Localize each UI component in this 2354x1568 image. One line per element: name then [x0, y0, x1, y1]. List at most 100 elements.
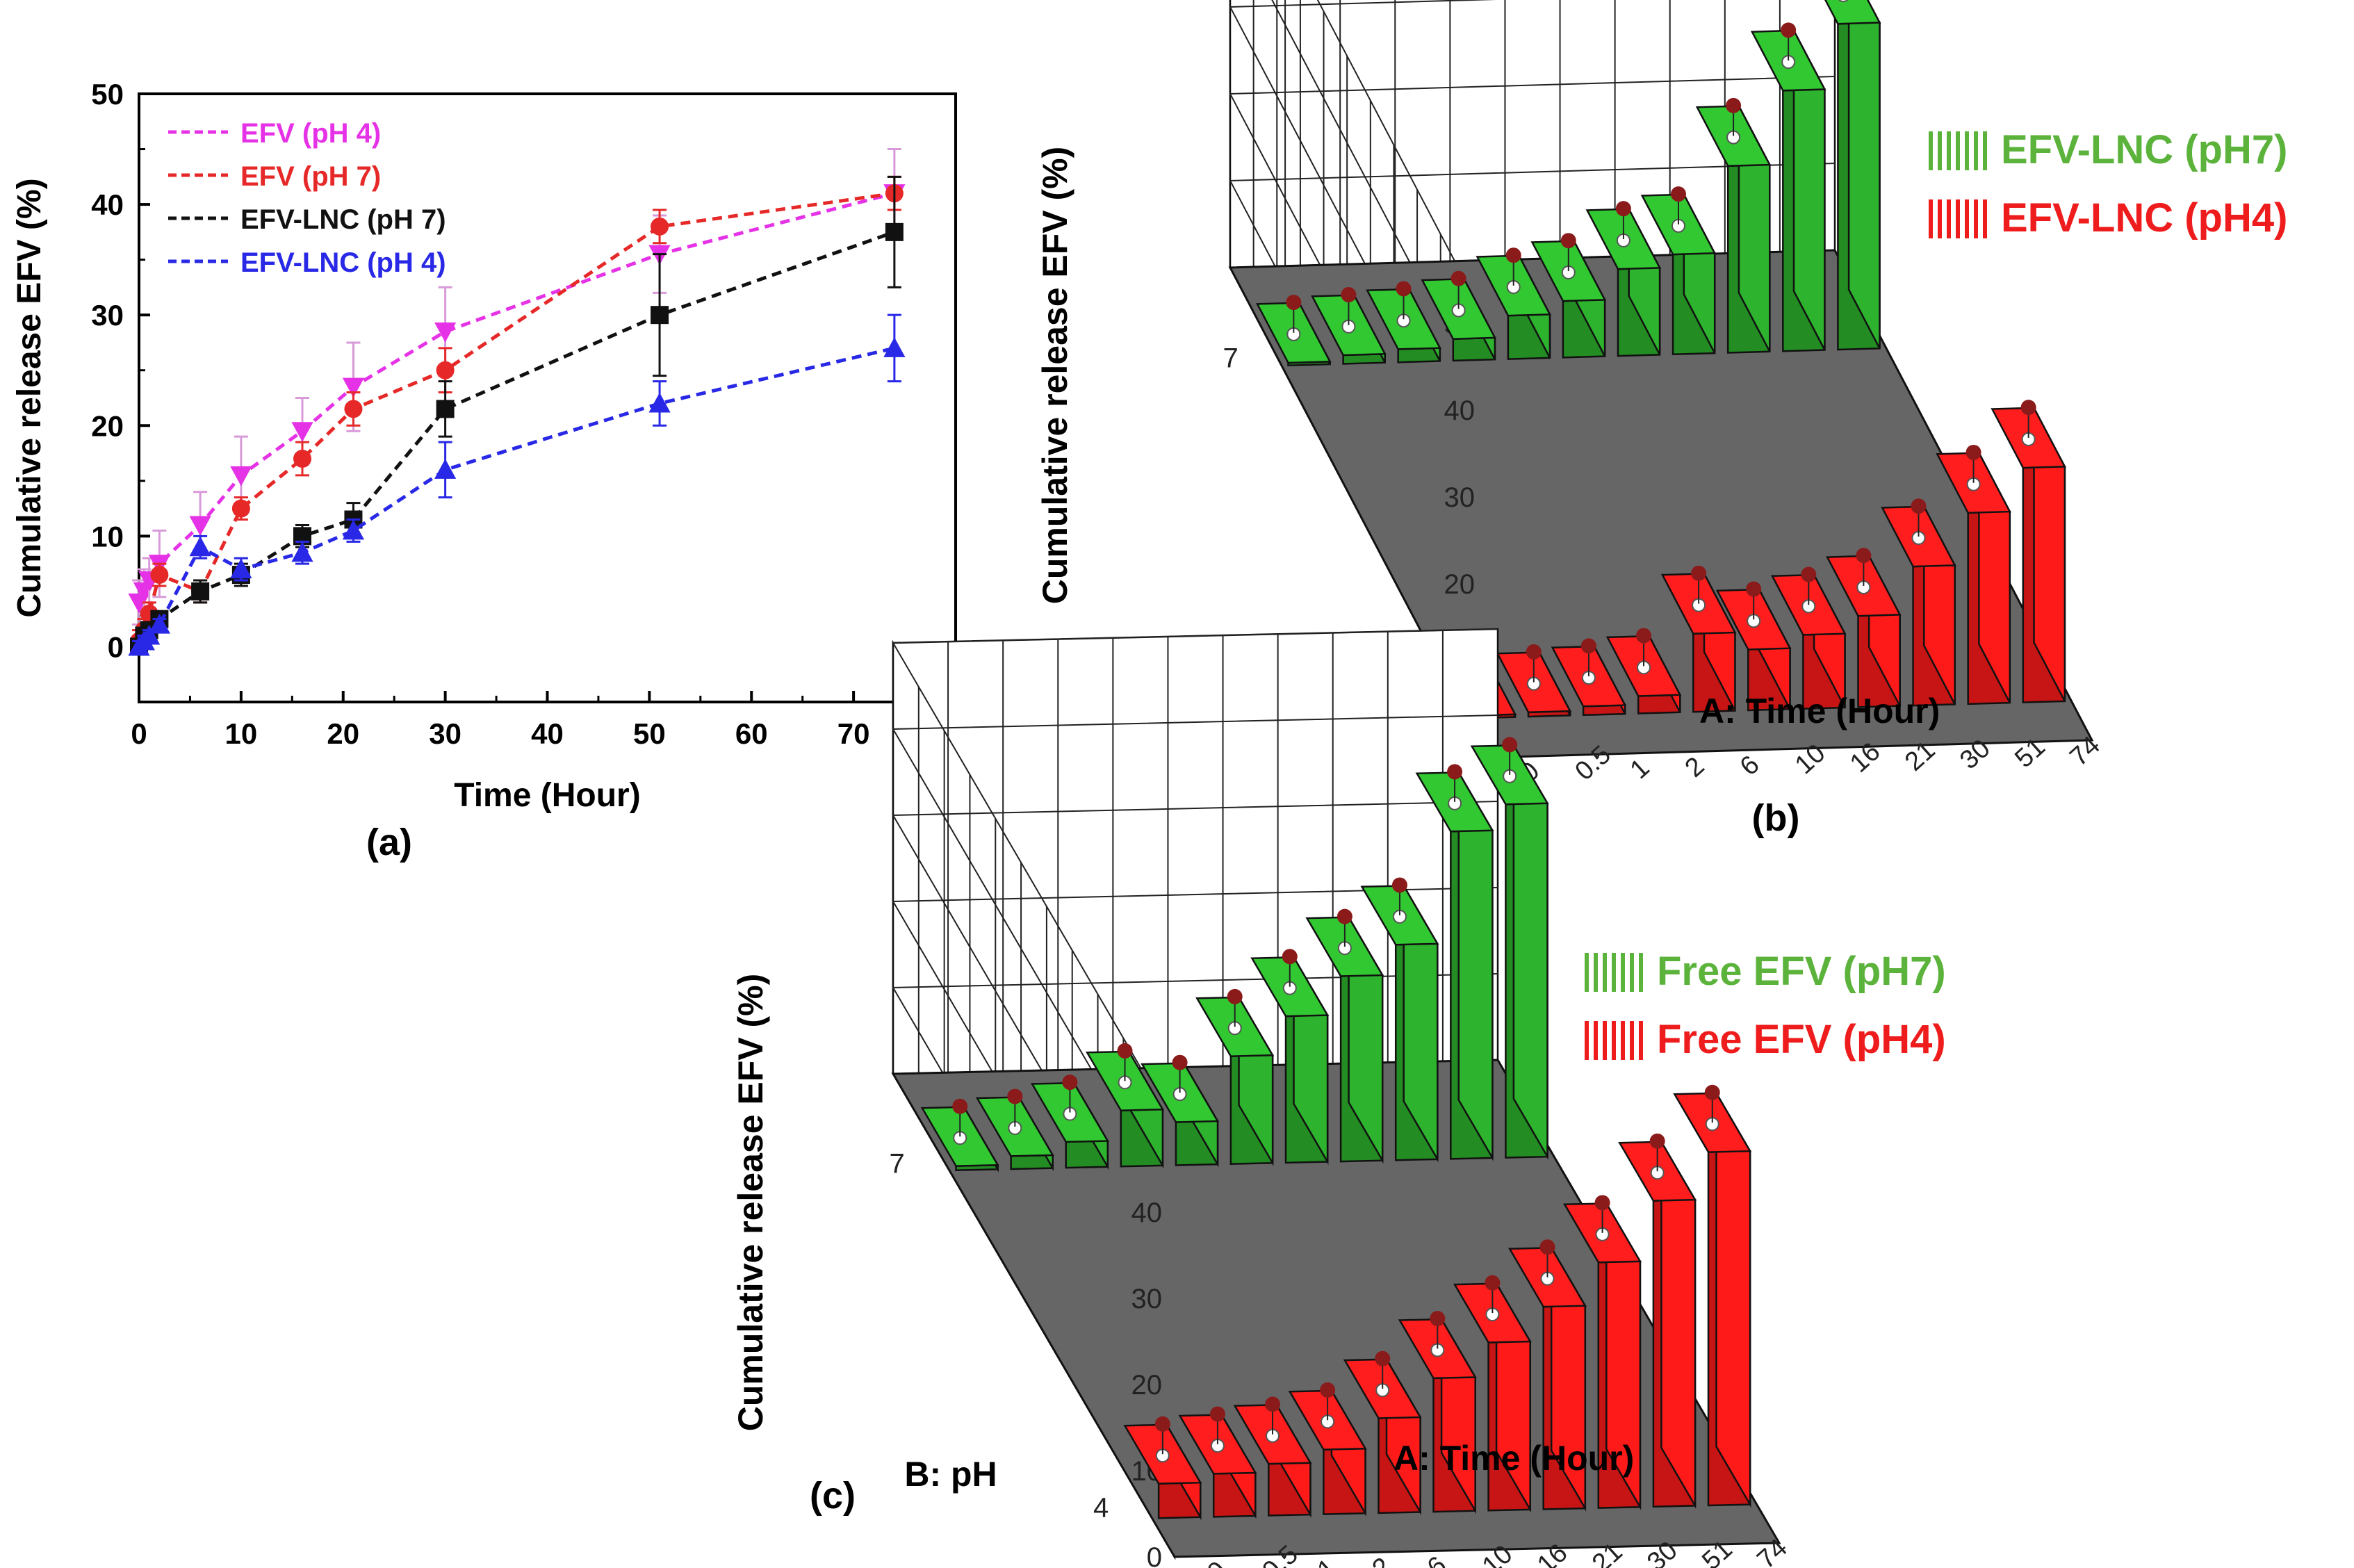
predicted-point	[1526, 644, 1542, 660]
bar	[1305, 908, 1384, 1164]
predicted-point	[1375, 1350, 1391, 1366]
predicted-point	[1172, 1054, 1188, 1070]
x-tick-label: 0	[131, 717, 147, 750]
series-1: EFV (pH 7)	[130, 161, 904, 653]
x-tick-label: 60	[735, 717, 768, 750]
predicted-point	[2020, 400, 2036, 416]
legend-label: EFV-LNC (pH7)	[2001, 127, 2287, 172]
bar	[1360, 877, 1439, 1163]
predicted-point	[1691, 565, 1707, 581]
predicted-point	[1539, 1239, 1555, 1255]
panel-label: (b)	[1752, 797, 1800, 839]
predicted-point	[1726, 97, 1742, 113]
legend-label: EFV-LNC (pH4)	[2001, 195, 2287, 240]
predicted-point	[1580, 638, 1596, 654]
predicted-point	[1670, 186, 1686, 202]
predicted-point	[1396, 281, 1412, 297]
data-point	[344, 400, 363, 418]
legend-swatch-stripe	[1594, 1021, 1598, 1060]
wall-grid-line	[892, 714, 1498, 1213]
data-point	[651, 306, 669, 325]
legend-swatch-stripe	[1929, 131, 1933, 170]
time-axis-title: A: Time (Hour)	[1699, 692, 1940, 730]
legend-swatch-stripe	[1639, 1021, 1643, 1060]
bar	[1453, 1275, 1532, 1513]
bar	[1086, 1043, 1165, 1169]
legend-swatch-stripe	[1974, 199, 1978, 238]
predicted-point	[1965, 444, 1981, 460]
bar	[1343, 1350, 1422, 1516]
legend-swatch-stripe	[1983, 131, 1987, 170]
predicted-point	[1337, 908, 1352, 924]
bar	[1141, 1054, 1220, 1168]
data-point	[651, 217, 669, 236]
series-0: EFV (pH 4)	[128, 118, 906, 626]
legend-swatch-stripe	[1929, 199, 1933, 238]
data-point	[291, 422, 313, 442]
predicted-point	[1320, 1382, 1336, 1398]
bar	[1826, 548, 1902, 708]
legend-item: Free EFV (pH4)	[1585, 1017, 1946, 1062]
bar	[1991, 400, 2066, 703]
predicted-point	[952, 1098, 968, 1114]
bar	[1398, 1311, 1477, 1514]
predicted-point	[1649, 1133, 1665, 1149]
legend-swatch-stripe	[1983, 199, 1987, 238]
predicted-point	[1856, 548, 1872, 564]
bar	[1551, 638, 1627, 717]
bar	[1715, 581, 1792, 712]
z-tick-label: 40	[1131, 1198, 1163, 1228]
legend-swatch-stripe	[1947, 131, 1951, 170]
bar	[1750, 22, 1826, 352]
data-point	[883, 337, 906, 357]
bar	[1507, 1239, 1587, 1512]
predicted-point	[1505, 247, 1521, 263]
bar	[1250, 949, 1330, 1166]
time-tick-label: 6	[1735, 750, 1765, 781]
bar	[1936, 444, 2011, 705]
legend-label: Free EFV (pH7)	[1657, 949, 1946, 994]
predicted-point	[1485, 1275, 1501, 1291]
bar	[975, 1088, 1054, 1172]
bar-side-face	[1847, 0, 1881, 349]
design-point	[1838, 0, 1849, 3]
bar	[1030, 1075, 1109, 1170]
data-point	[230, 466, 252, 487]
predicted-point	[1594, 1195, 1610, 1211]
bar	[1178, 1406, 1257, 1519]
bar	[1770, 566, 1847, 710]
legend-swatch-stripe	[1630, 1021, 1634, 1060]
z-tick-label: 0	[1147, 1542, 1162, 1568]
predicted-point	[1341, 287, 1357, 303]
legend-item: EFV-LNC (pH7)	[1929, 127, 2287, 172]
panel-b-3d-bar-chart: 0102030405000.512610162130517474B: pHA: …	[1036, 0, 2287, 839]
predicted-point	[1282, 949, 1298, 965]
x-tick-label: 30	[429, 717, 461, 750]
bar-side-face	[1715, 1090, 1751, 1508]
z-tick-label: 20	[1131, 1370, 1163, 1400]
y-tick-label: 0	[108, 630, 124, 663]
legend-swatch-stripe	[1938, 199, 1942, 238]
x-tick-label: 50	[633, 717, 666, 750]
time-axis-title: A: Time (Hour)	[1393, 1439, 1634, 1478]
time-tick-label: 2	[1680, 751, 1710, 783]
series-line	[137, 230, 895, 648]
bar	[1421, 270, 1496, 362]
panel-c-3d-bar-chart: 0102030405000.512610162130517474B: pHA: …	[731, 628, 1946, 1568]
bar	[1233, 1396, 1312, 1518]
legend-swatch-stripe	[1585, 1021, 1589, 1060]
data-point	[436, 361, 455, 379]
time-tick-label: 1	[1625, 753, 1656, 785]
predicted-point	[1911, 498, 1927, 514]
legend-item: Free EFV (pH7)	[1585, 949, 1946, 994]
predicted-point	[1062, 1075, 1078, 1091]
bar	[1530, 233, 1607, 359]
series-line	[138, 346, 895, 648]
bar	[1288, 1382, 1367, 1517]
legend-swatch-stripe	[1639, 953, 1643, 992]
series-3: EFV-LNC (pH 4)	[128, 247, 906, 656]
predicted-point	[1209, 1406, 1225, 1422]
data-point	[648, 392, 671, 413]
legend-swatch-stripe	[1621, 1021, 1625, 1060]
legend-swatch-stripe	[1612, 953, 1616, 992]
